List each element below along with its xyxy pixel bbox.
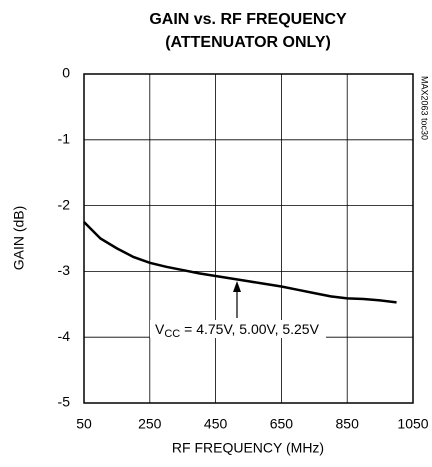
x-tick-label: 650 — [270, 416, 294, 432]
x-tick-label: 250 — [138, 416, 162, 432]
annotation-bg — [150, 320, 326, 338]
chart-subtitle: (ATTENUATOR ONLY) — [165, 34, 331, 51]
x-tick-label: 1050 — [397, 416, 428, 432]
y-tick-label: -1 — [58, 131, 71, 147]
y-tick-label: -2 — [58, 196, 71, 212]
x-tick-label: 850 — [336, 416, 360, 432]
annotation-rest: = 4.75V, 5.00V, 5.25V — [180, 321, 319, 337]
y-tick-label: 0 — [62, 65, 70, 81]
y-tick-label: -3 — [58, 262, 71, 278]
data-line — [83, 221, 397, 304]
x-axis-label: RF FREQUENCY (MHz) — [172, 440, 324, 456]
y-axis-label: GAIN (dB) — [11, 206, 27, 271]
annotation-arrowhead — [233, 281, 241, 292]
annotation: VCC = 4.75V, 5.00V, 5.25V — [155, 321, 320, 340]
chart-title: GAIN vs. RF FREQUENCY — [149, 11, 347, 28]
y-tick-label: -5 — [58, 394, 71, 410]
side-note: MAX2063 toc30 — [420, 76, 430, 140]
y-tick-label: -4 — [58, 328, 71, 344]
x-tick-label: 50 — [76, 416, 92, 432]
annotation-v: V — [155, 321, 165, 337]
annotation-sub: CC — [164, 328, 180, 340]
x-tick-label: 450 — [204, 416, 228, 432]
plot-frame — [83, 73, 414, 404]
